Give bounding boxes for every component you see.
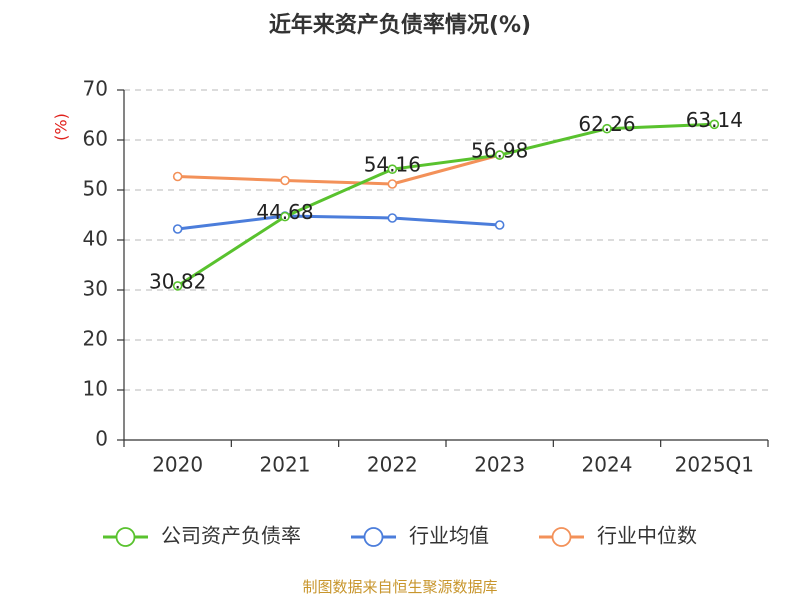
legend: 公司资产负债率 行业均值 行业中位数: [103, 524, 697, 548]
legend-marker-icon: [115, 527, 136, 547]
y-tick-label: 30: [83, 277, 108, 301]
data-point: [172, 224, 183, 234]
data-label: 63.14: [686, 108, 743, 132]
legend-item-0[interactable]: 公司资产负债率: [103, 524, 301, 548]
data-point: [709, 119, 720, 130]
y-tick-label: 50: [83, 177, 108, 201]
legend-marker-icon: [551, 527, 572, 547]
data-point: [387, 179, 398, 189]
x-tick-label: 2024: [582, 453, 633, 477]
data-point: [602, 123, 612, 134]
y-tick-label: 60: [83, 127, 108, 151]
data-point: [494, 150, 505, 160]
data-point: [387, 164, 398, 174]
data-point: [280, 175, 290, 186]
legend-marker-icon: [363, 527, 384, 547]
legend-item-2[interactable]: 行业中位数: [539, 524, 697, 548]
data-point: [280, 211, 290, 222]
y-axis-label: (%): [52, 113, 71, 141]
y-tick-label: 70: [83, 77, 108, 101]
data-point: [172, 281, 183, 291]
legend-label: 行业均值: [409, 524, 489, 548]
x-tick-label: 2021: [260, 453, 311, 477]
data-point: [172, 171, 183, 182]
x-tick-label: 2020: [152, 453, 203, 477]
legend-label: 行业中位数: [597, 524, 697, 548]
data-point: [494, 220, 505, 230]
legend-item-1[interactable]: 行业均值: [351, 524, 489, 548]
x-tick-label: 2022: [367, 453, 418, 477]
axes: 0 10 20 30 40 50 60 70 2020 2021 2022 2023 2024 2025Q…: [83, 77, 769, 477]
data-label: 44.68: [256, 200, 313, 224]
data-labels: 30.82 44.68 54.16 56.98 62.26 63.14: [149, 108, 743, 294]
y-tick-label: 20: [83, 327, 108, 351]
grid-lines: [124, 89, 768, 391]
data-label: 54.16: [364, 153, 421, 177]
y-tick-label: 0: [95, 427, 108, 451]
data-label: 62.26: [578, 112, 635, 136]
y-tick-label: 40: [83, 227, 108, 251]
series-line-2: [177, 153, 501, 186]
x-tick-label: 2025Q1: [675, 453, 754, 477]
chart-title: 近年来资产负债率情况(%): [269, 12, 531, 38]
data-label: 56.98: [471, 139, 528, 163]
source-footer: 制图数据来自恒生聚源数据库: [302, 578, 497, 596]
series-lines: [172, 119, 720, 291]
y-tick-label: 10: [83, 377, 108, 401]
series-line-1: [177, 214, 500, 231]
x-tick-label: 2023: [474, 453, 525, 477]
data-point: [387, 213, 398, 223]
series-line-0: [176, 122, 715, 288]
legend-label: 公司资产负债率: [161, 524, 301, 548]
data-label: 30.82: [149, 269, 206, 293]
